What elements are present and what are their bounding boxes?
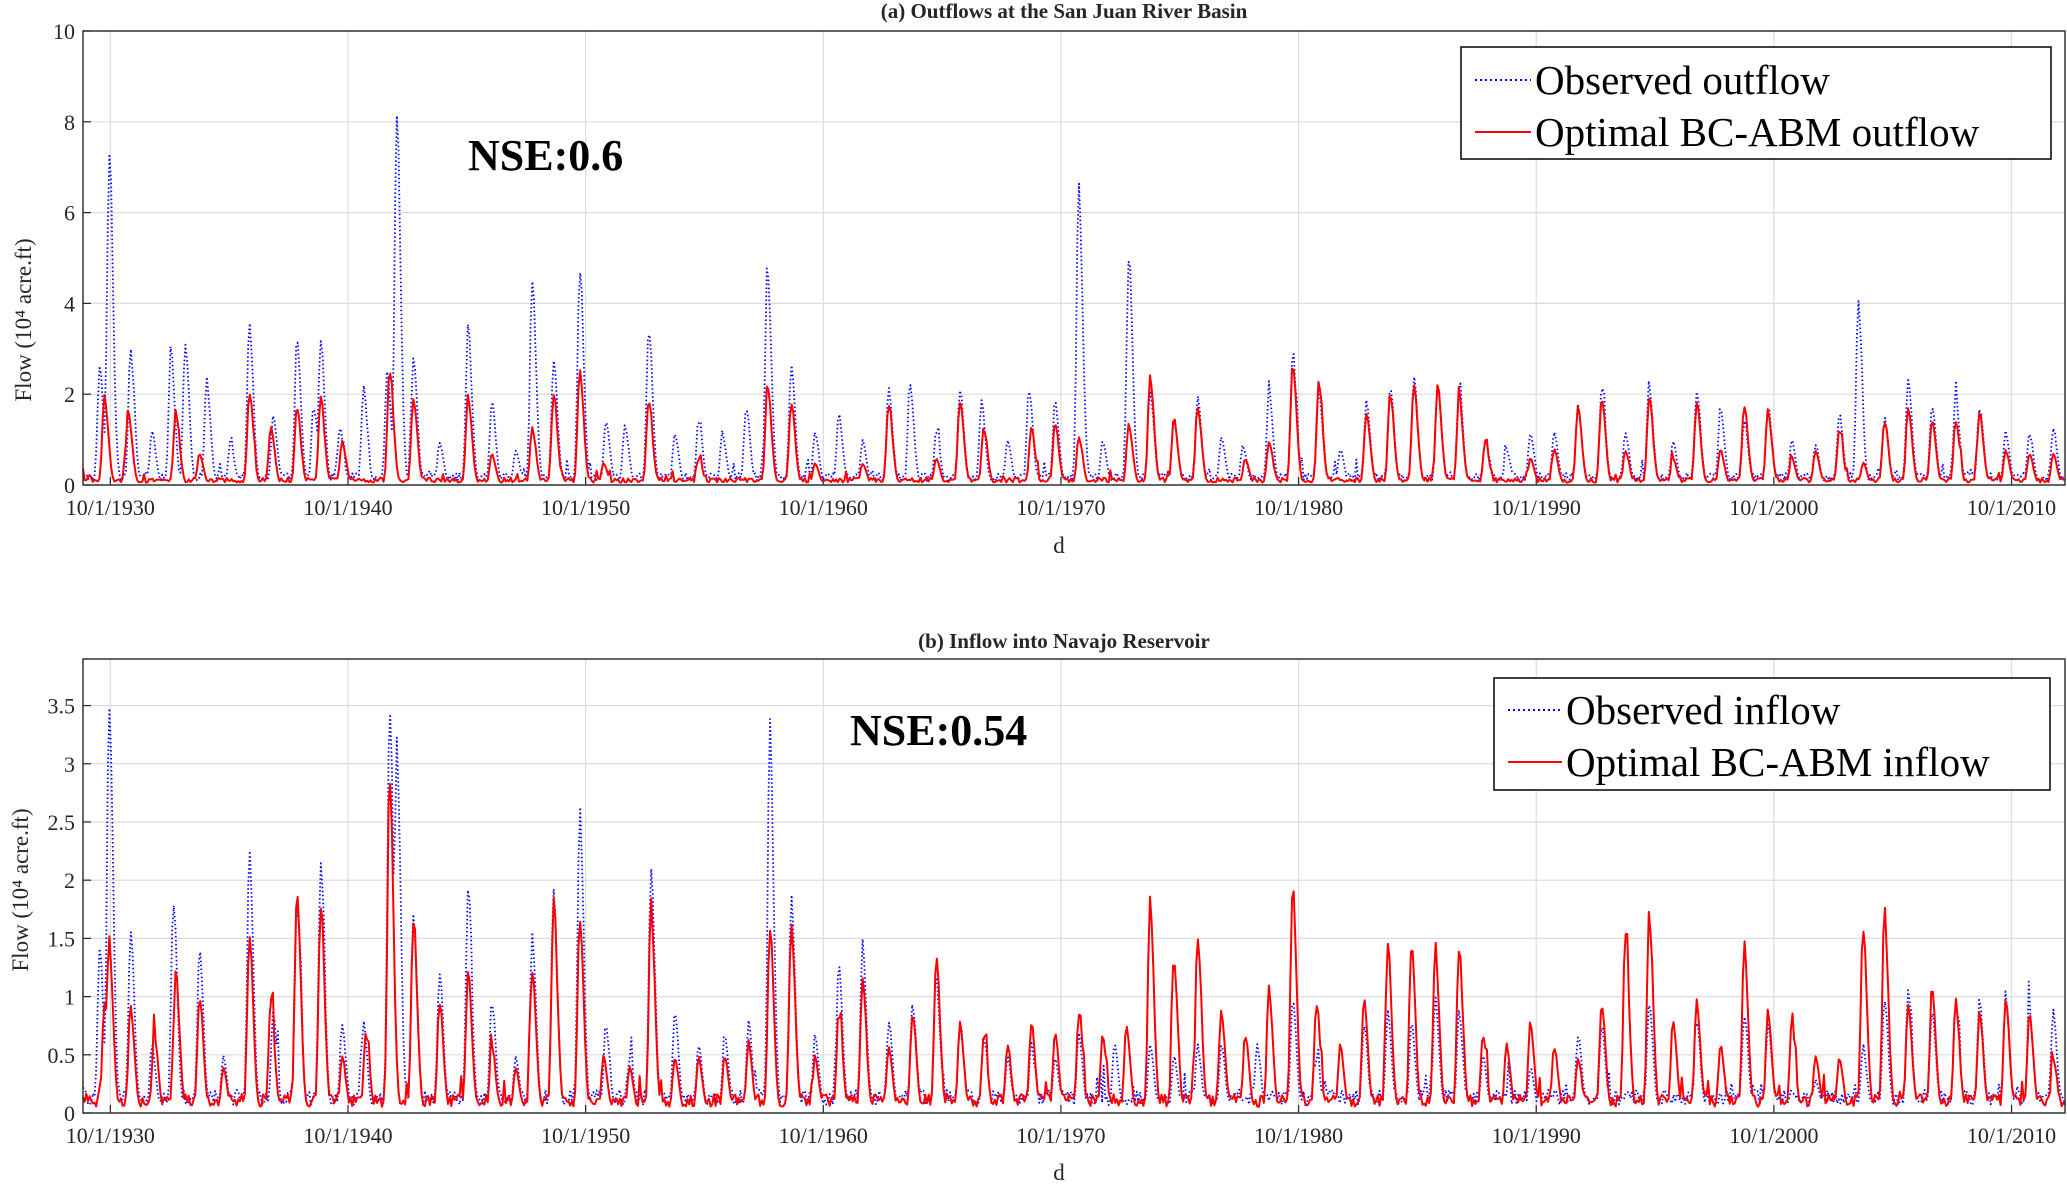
axes-frame (82, 658, 2066, 1114)
x-tick-label: 10/1/1960 (779, 495, 868, 520)
legend: Observed inflow Optimal BC-ABM inflow (1493, 677, 2051, 791)
nse-annotation: NSE:0.54 (850, 706, 1027, 755)
y-tick-label: 0 (64, 473, 75, 498)
x-tick-label: 10/1/1980 (1254, 495, 1343, 520)
x-tick-label: 10/1/1990 (1492, 495, 1581, 520)
x-tick-label: 10/1/1930 (66, 1123, 155, 1148)
legend-label-observed-inflow: Observed inflow (1566, 687, 1841, 733)
y-tick-label: 0.5 (48, 1043, 76, 1068)
y-tick-label: 3.5 (48, 694, 76, 719)
legend-box (1460, 46, 2052, 160)
y-tick-label: 3 (64, 752, 75, 777)
panel-b: (b) Inflow into Navajo Reservoir 10/1/19… (8, 629, 2066, 1184)
x-tick-label: 10/1/1950 (541, 495, 630, 520)
y-tick-label: 10 (53, 19, 75, 44)
y-tick-label: 1.5 (48, 926, 76, 951)
y-tick-label: 2 (64, 382, 75, 407)
series-line-observed (82, 114, 2066, 482)
panel-a: (a) Outflows at the San Juan River Basin… (11, 0, 2066, 558)
plot-area: 10/1/1930 10/1/1940 10/1/1950 10/1/1960 10/1… (53, 19, 2066, 520)
y-tick-label: 1 (64, 985, 75, 1010)
nse-annotation: NSE:0.6 (468, 131, 623, 180)
x-tick-label: 10/1/1940 (303, 1123, 392, 1148)
y-tick-label: 8 (64, 110, 75, 135)
y-tick-label: 2 (64, 868, 75, 893)
y-axis-label: Flow (10⁴ acre.ft) (11, 238, 36, 401)
x-tick-label: 10/1/2010 (1967, 495, 2056, 520)
x-axis-label: d (1053, 533, 1065, 558)
legend-label-observed-outflow: Observed outflow (1535, 57, 1830, 103)
y-tick-label: 4 (64, 291, 75, 316)
x-tick-label: 10/1/1960 (779, 1123, 868, 1148)
plot-area: 10/1/1930 10/1/1940 10/1/1950 10/1/1960 10/1… (48, 658, 2066, 1148)
y-tick-label: 6 (64, 201, 75, 226)
x-tick-label: 10/1/2000 (1729, 1123, 1818, 1148)
x-tick-label: 10/1/1940 (303, 495, 392, 520)
x-tick-label: 10/1/1990 (1492, 1123, 1581, 1148)
x-tick-label: 10/1/1970 (1016, 495, 1105, 520)
y-axis-label: Flow (10⁴ acre.ft) (8, 808, 33, 971)
y-tick-label: 0 (64, 1101, 75, 1126)
axes-frame (82, 30, 2066, 486)
x-tick-label: 10/1/1930 (66, 495, 155, 520)
chart-title: (a) Outflows at the San Juan River Basin (881, 0, 1248, 23)
series-line-optimal (82, 783, 2066, 1108)
x-tick-label: 10/1/2010 (1967, 1123, 2056, 1148)
x-tick-label: 10/1/1950 (541, 1123, 630, 1148)
series-line-optimal (82, 367, 2066, 484)
legend-box (1493, 677, 2051, 791)
legend-label-optimal-outflow: Optimal BC-ABM outflow (1535, 109, 1980, 155)
legend: Observed outflow Optimal BC-ABM outflow (1460, 46, 2052, 160)
x-tick-label: 10/1/2000 (1729, 495, 1818, 520)
x-tick-label: 10/1/1970 (1016, 1123, 1105, 1148)
y-tick-label: 2.5 (48, 810, 76, 835)
chart-title: (b) Inflow into Navajo Reservoir (918, 629, 1210, 653)
x-tick-label: 10/1/1980 (1254, 1123, 1343, 1148)
legend-label-optimal-inflow: Optimal BC-ABM inflow (1566, 739, 1990, 785)
x-axis-label: d (1053, 1160, 1065, 1184)
